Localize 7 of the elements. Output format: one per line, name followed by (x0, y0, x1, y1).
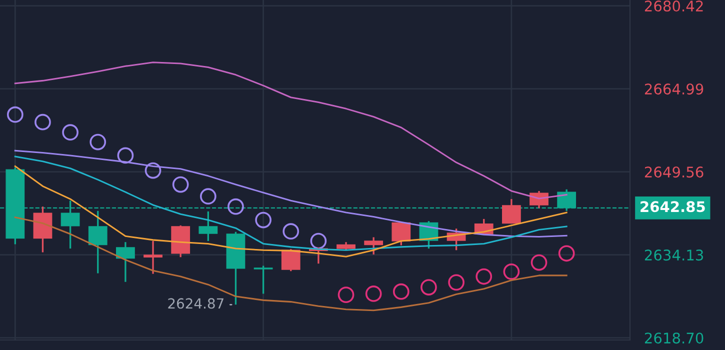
ref-line-label: 2642.85 (640, 201, 705, 212)
y-tick-label: 2649.56 (644, 166, 704, 178)
y-tick-label: 2634.13 (644, 250, 704, 261)
y-tick-label: 2680.42 (644, 0, 703, 12)
y-tick-label: 2618.70 (644, 332, 704, 344)
annotation: 2624.87 (168, 298, 224, 309)
y-tick-label: 2664.99 (644, 84, 704, 95)
